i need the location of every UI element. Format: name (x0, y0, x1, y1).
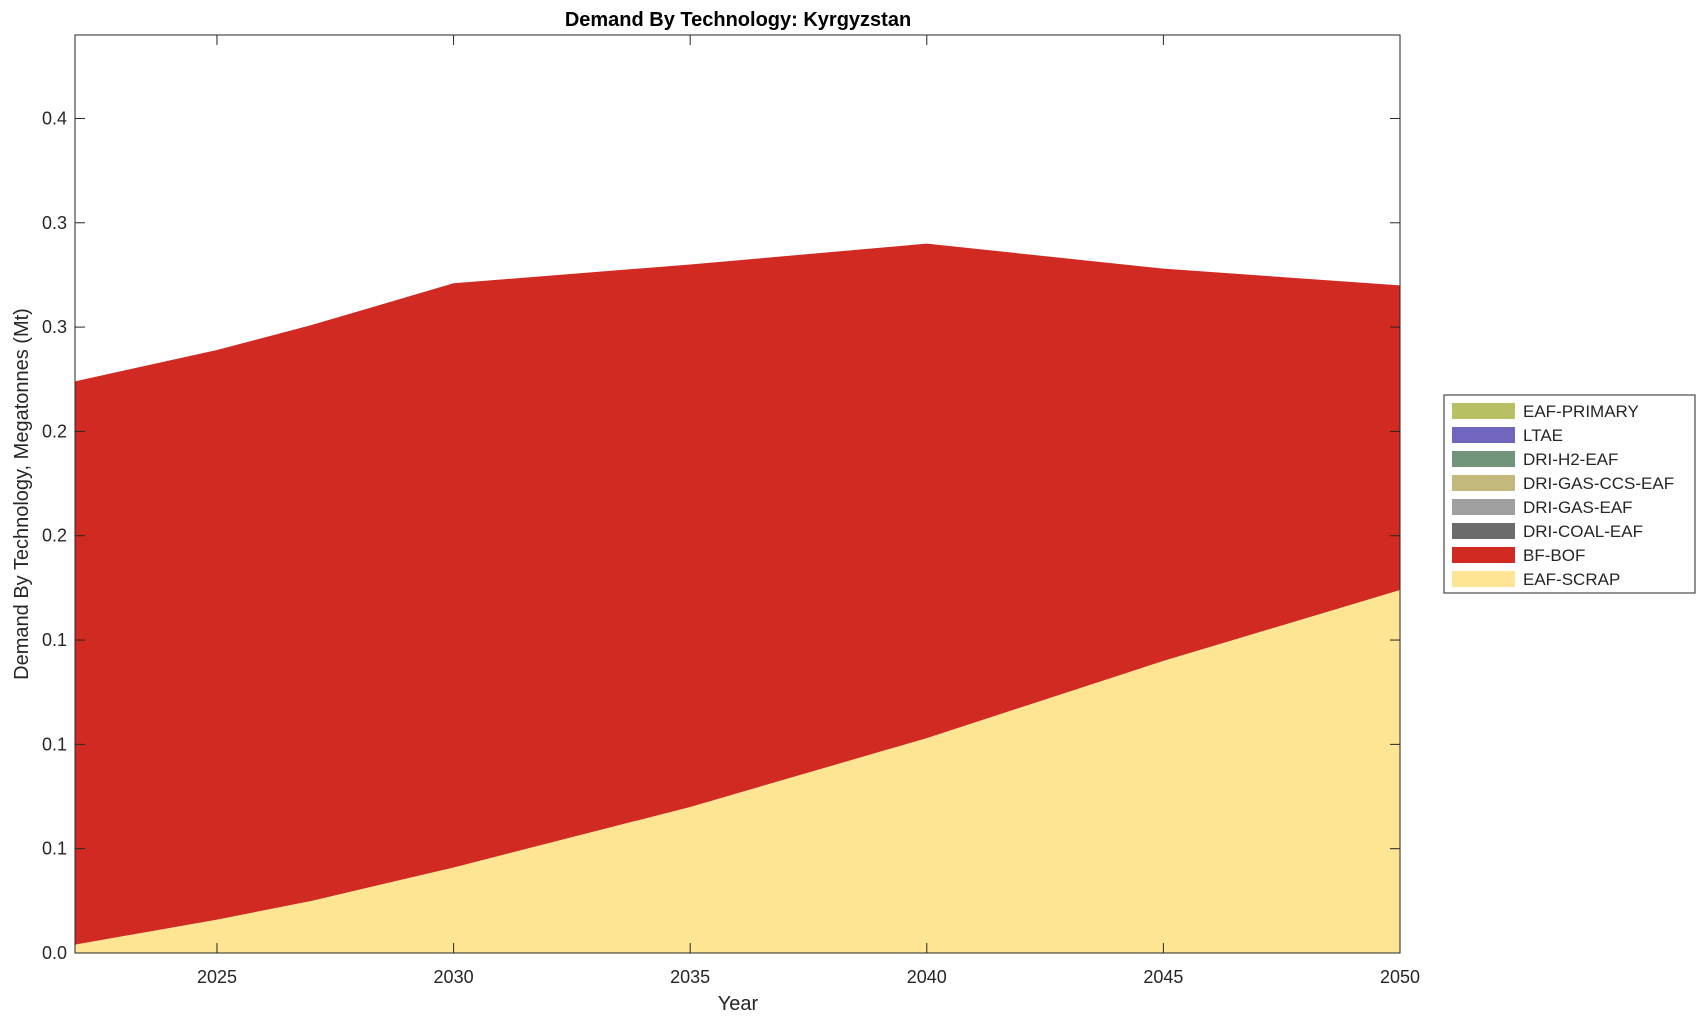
y-tick-label: 0.1 (42, 839, 67, 859)
legend-swatch-bf-bof (1452, 547, 1515, 563)
legend-items: EAF-PRIMARY LTAE DRI-H2-EAF DRI-GAS-CCS-EAF… (1452, 402, 1674, 589)
x-axis-label: Year (718, 993, 759, 1015)
x-tick-label: 2045 (1143, 967, 1183, 987)
legend-label-dri-gas-ccs-eaf: DRI-GAS-CCS-EAF (1523, 474, 1674, 493)
x-tick-label: 2030 (434, 967, 474, 987)
y-tick-label: 0.2 (42, 526, 67, 546)
y-tick-label: 0.1 (42, 734, 67, 754)
x-tick-label: 2035 (670, 967, 710, 987)
legend-swatch-dri-gas-ccs-eaf (1452, 475, 1515, 491)
legend-swatch-eaf-primary (1452, 403, 1515, 419)
legend-label-dri-h2-eaf: DRI-H2-EAF (1523, 450, 1618, 469)
area-bf-bof (75, 243, 1400, 945)
legend-label-dri-gas-eaf: DRI-GAS-EAF (1523, 498, 1633, 517)
legend-label-ltae: LTAE (1523, 426, 1563, 445)
legend-label-bf-bof: BF-BOF (1523, 546, 1585, 565)
legend: EAF-PRIMARY LTAE DRI-H2-EAF DRI-GAS-CCS-EAF… (1443, 394, 1696, 594)
y-tick-label: 0.3 (42, 213, 67, 233)
legend-label-eaf-primary: EAF-PRIMARY (1523, 402, 1639, 421)
x-tick-label: 2025 (197, 967, 237, 987)
y-tick-label: 0.2 (42, 421, 67, 441)
axis-ticks: 2025 2030 2035 2040 2045 2050 0.0 0.1 0.1 0.1 0.2 0… (42, 35, 1420, 987)
y-tick-label: 0.1 (42, 630, 67, 650)
stacked-areas (75, 243, 1400, 953)
y-tick-label: 0.4 (42, 108, 67, 128)
y-tick-label: 0.0 (42, 943, 67, 963)
legend-swatch-dri-gas-eaf (1452, 499, 1515, 515)
chart-title: Demand By Technology: Kyrgyzstan (565, 9, 911, 31)
legend-swatch-dri-h2-eaf (1452, 451, 1515, 467)
plot-frame (74, 34, 1401, 954)
x-tick-label: 2040 (907, 967, 947, 987)
x-tick-label: 2050 (1380, 967, 1420, 987)
legend-label-dri-coal-eaf: DRI-COAL-EAF (1523, 522, 1643, 541)
y-tick-label: 0.3 (42, 317, 67, 337)
area-eaf-scrap (75, 589, 1400, 953)
legend-swatch-dri-coal-eaf (1452, 523, 1515, 539)
legend-swatch-ltae (1452, 427, 1515, 443)
legend-label-eaf-scrap: EAF-SCRAP (1523, 570, 1620, 589)
legend-swatch-eaf-scrap (1452, 571, 1515, 587)
y-axis-label: Demand By Technology, Megatonnes (Mt) (11, 308, 33, 680)
